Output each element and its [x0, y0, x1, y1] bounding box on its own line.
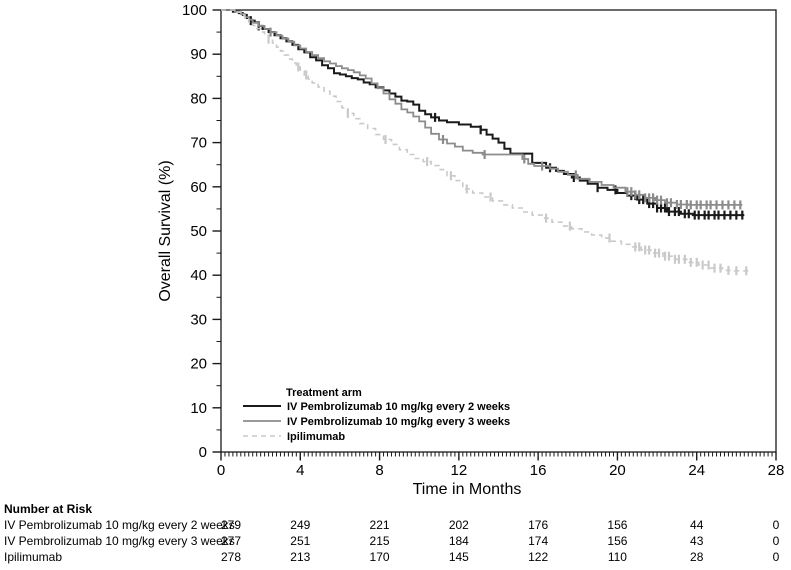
risk-value: 251: [290, 534, 310, 548]
legend: Treatment arm IV Pembrolizumab 10 mg/kg …: [243, 387, 510, 443]
survival-curve-1: [221, 9, 743, 206]
risk-value: 279: [221, 518, 241, 532]
risk-value: 43: [690, 534, 704, 548]
y-tick-label: 90: [190, 46, 207, 63]
legend-label-q3w: IV Pembrolizumab 10 mg/kg every 3 weeks: [287, 416, 510, 428]
risk-value: 174: [528, 534, 548, 548]
y-tick-label: 0: [199, 444, 207, 461]
x-axis-title: Time in Months: [413, 481, 522, 498]
risk-value: 202: [449, 518, 469, 532]
risk-value: 277: [221, 534, 241, 548]
y-axis-title: Overall Survival (%): [157, 160, 174, 301]
risk-value: 28: [690, 550, 704, 564]
y-tick-label: 10: [190, 400, 207, 417]
risk-value: 156: [607, 518, 627, 532]
risk-table-title: Number at Risk: [4, 502, 92, 516]
risk-value: 0: [773, 534, 780, 548]
risk-value: 110: [608, 550, 627, 564]
risk-value: 184: [449, 534, 469, 548]
risk-value: 0: [773, 550, 780, 564]
risk-value: 0: [773, 518, 780, 532]
legend-label-q2w: IV Pembrolizumab 10 mg/kg every 2 weeks: [287, 401, 510, 413]
y-tick-label: 60: [190, 179, 207, 196]
survival-curve-0: [221, 9, 745, 217]
risk-value: 122: [528, 550, 548, 564]
risk-value: 213: [290, 550, 310, 564]
risk-value: 215: [370, 534, 390, 548]
risk-value: 170: [370, 550, 390, 564]
x-tick-label: 12: [451, 462, 468, 479]
risk-row-label-q2w: IV Pembrolizumab 10 mg/kg every 2 weeks: [4, 518, 235, 532]
survival-curve-2: [221, 9, 749, 272]
risk-value: 249: [290, 518, 310, 532]
axes: 0 4 8 12 16 20 24 28 0 10 20 30 40 50 60 70 80 90 100: [182, 2, 784, 479]
risk-values: 279 249 221 202 176 156 44 0 277 251 215 184 174 156 4…: [221, 518, 780, 564]
x-tick-label: 24: [688, 462, 705, 479]
y-tick-label: 20: [190, 356, 207, 373]
legend-label-ipilimumab: Ipilimumab: [287, 431, 345, 443]
risk-value: 145: [449, 550, 469, 564]
x-tick-label: 8: [375, 462, 383, 479]
risk-value: 156: [607, 534, 627, 548]
risk-row-label-q3w: IV Pembrolizumab 10 mg/kg every 3 weeks: [4, 534, 235, 548]
risk-value: 176: [528, 518, 548, 532]
y-tick-label: 40: [190, 267, 207, 284]
y-tick-label: 80: [190, 90, 207, 107]
risk-value: 44: [690, 518, 704, 532]
y-tick-label: 50: [190, 223, 207, 240]
x-tick-label: 20: [609, 462, 626, 479]
y-tick-label: 30: [190, 311, 207, 328]
risk-value: 278: [221, 550, 241, 564]
risk-table: Number at Risk IV Pembrolizumab 10 mg/kg…: [4, 502, 780, 564]
risk-row-label-ipilimumab: Ipilimumab: [4, 550, 62, 564]
x-tick-label: 0: [217, 462, 225, 479]
risk-value: 221: [370, 518, 390, 532]
survival-curves: [221, 9, 749, 276]
y-tick-label: 100: [182, 2, 207, 19]
x-tick-label: 4: [296, 462, 304, 479]
legend-title: Treatment arm: [286, 387, 362, 399]
x-tick-label: 28: [768, 462, 785, 479]
y-tick-label: 70: [190, 135, 207, 152]
plot-frame: [220, 9, 777, 453]
x-tick-label: 16: [530, 462, 547, 479]
